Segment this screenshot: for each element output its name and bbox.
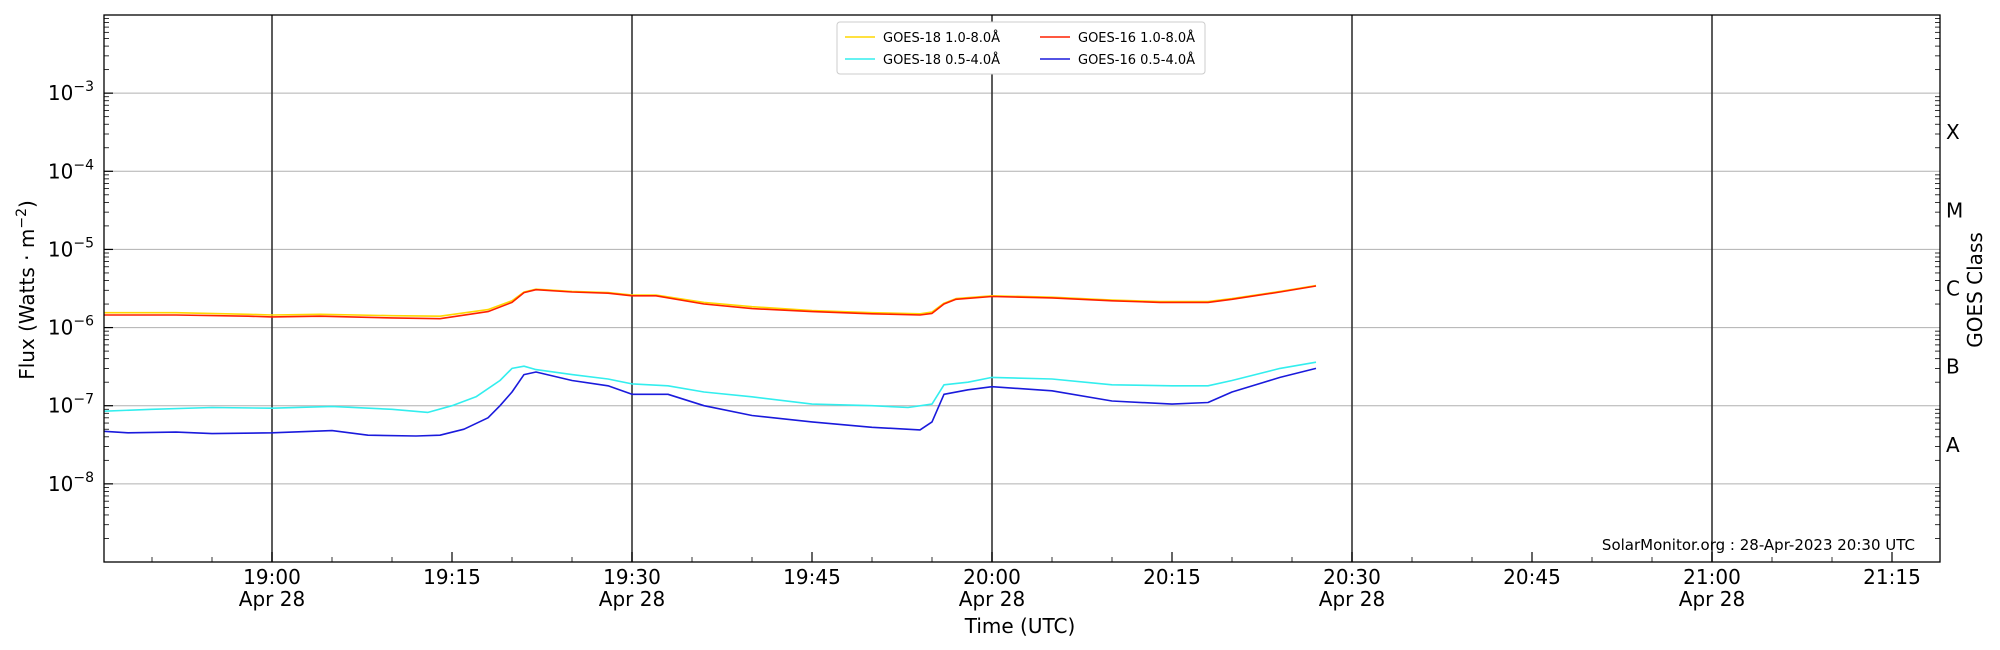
x-tick-label: 21:15 [1863,565,1921,589]
y-tick-label: 10−8 [48,470,94,496]
goes-class-label: X [1946,120,1960,144]
legend-frame [836,21,1206,75]
series-line [103,367,1317,437]
series-line [104,285,1317,320]
x-tick-label: 19:45 [783,565,841,589]
horizontal-grid [104,92,1940,485]
legend-label: GOES-16 0.5-4.0Å [1078,52,1195,68]
x-tick-label: 20:15 [1143,565,1201,589]
y-axis-label: Flux (Watts · m−2) [14,200,39,380]
y-axis-label-close: ) [15,200,39,208]
x-tick-label: 20:30 [1323,565,1381,589]
x-tick-date: Apr 28 [1319,587,1385,611]
y-tick-label: 10−3 [48,79,94,105]
legend: GOES-18 1.0-8.0Å GOES-16 1.0-8.0Å GOES-18 … [836,21,1206,75]
goes-class-label: M [1946,198,1963,222]
y-tick-label: 10−4 [48,157,94,183]
x-tick-date: Apr 28 [1679,587,1745,611]
right-axis-label: GOES Class [1963,232,1987,348]
x-tick-label: 20:45 [1503,565,1561,589]
series-lines [103,284,1317,437]
y-tick-label: 10−6 [48,314,94,340]
series-line [103,361,1317,414]
y-tick-label: 10−5 [48,235,94,261]
x-tick-date: Apr 28 [959,587,1025,611]
legend-label: GOES-18 0.5-4.0Å [883,52,1000,68]
vertical-day-lines [271,15,1713,562]
x-tick-date: Apr 28 [599,587,665,611]
x-tick-label: 19:15 [423,565,481,589]
x-tick-label: 20:00 [963,565,1021,589]
y-axis-ticks: 10−8 10−7 10−6 10−5 10−4 10−3 [48,18,1940,539]
goes-class-axis: A B C M X [1946,120,1963,457]
source-annotation: SolarMonitor.org : 28-Apr-2023 20:30 UTC [1602,536,1915,554]
y-axis-label-exponent: −2 [14,208,30,229]
x-axis-label: Time (UTC) [964,614,1076,638]
x-tick-label: 21:00 [1683,565,1741,589]
y-axis-label-main: Flux (Watts · m [15,229,39,380]
x-tick-date: Apr 28 [239,587,305,611]
goes-class-label: B [1946,355,1960,379]
legend-label: GOES-18 1.0-8.0Å [883,30,1000,46]
x-tick-label: 19:30 [603,565,661,589]
y-tick-label: 10−7 [48,392,94,418]
goes-class-label: C [1946,277,1960,301]
legend-label: GOES-16 1.0-8.0Å [1078,30,1195,46]
x-tick-label: 19:00 [243,565,301,589]
plot-frame [103,14,1941,563]
goes-class-label: A [1946,433,1960,457]
